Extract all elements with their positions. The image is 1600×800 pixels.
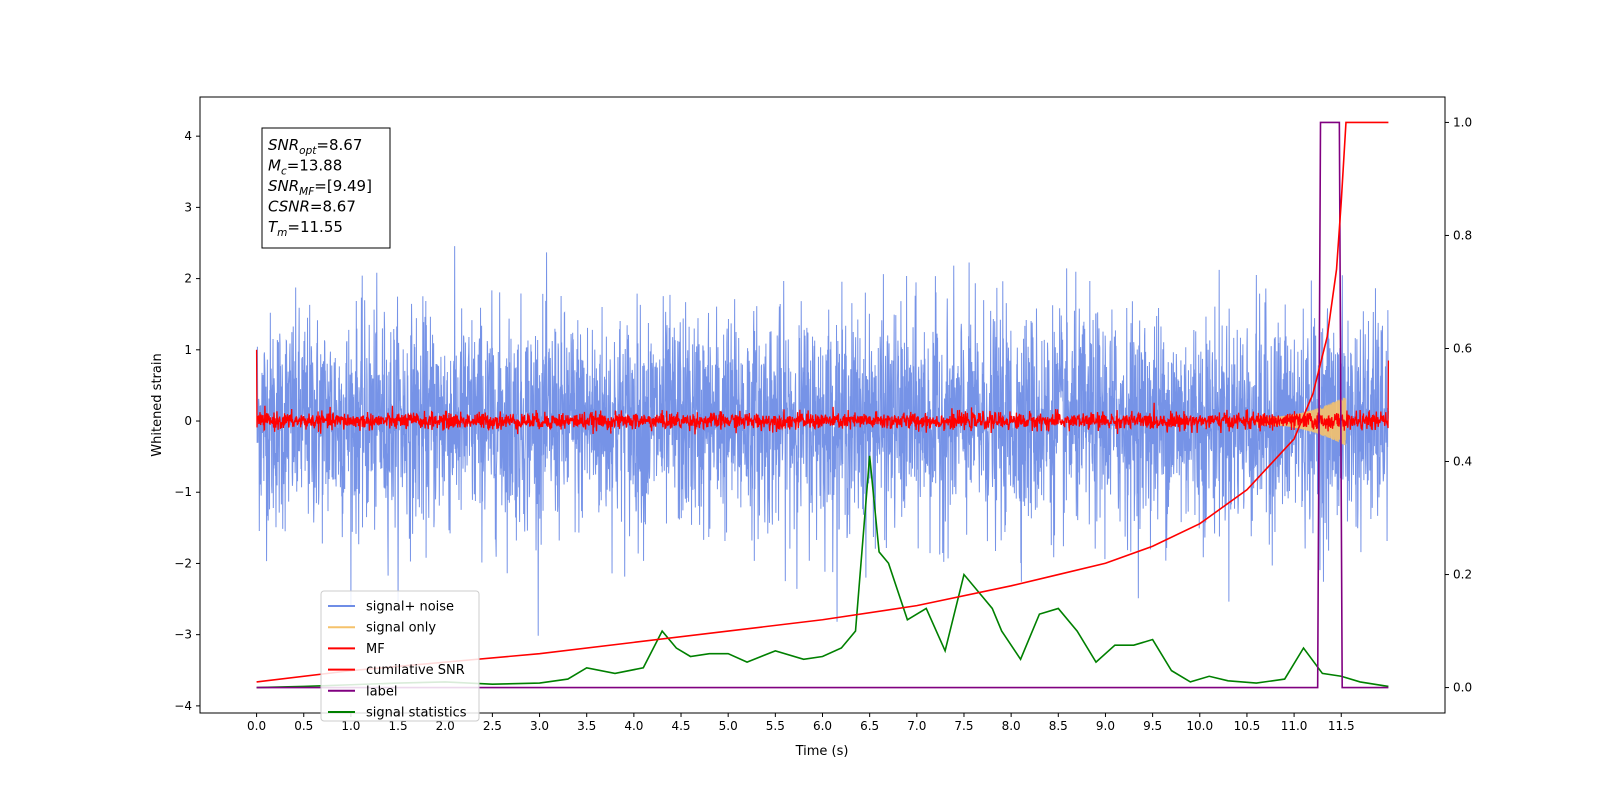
mf-line [255, 349, 1390, 435]
y-axis-left-label: Whitened strain [150, 353, 165, 456]
y-left-tick-label: 0 [184, 414, 192, 428]
x-tick-label: 7.0 [907, 719, 926, 733]
x-tick-label: 4.0 [624, 719, 643, 733]
x-tick-label: 2.5 [483, 719, 502, 733]
x-tick-label: 7.5 [954, 719, 973, 733]
series-signal-statistics [256, 455, 1389, 689]
x-tick-label: 1.0 [341, 719, 360, 733]
y-right-tick-label: 0.4 [1453, 455, 1472, 469]
legend-label: label [366, 684, 397, 699]
y-left-tick-label: 1 [184, 343, 192, 357]
legend-label: signal only [366, 621, 436, 636]
y-right-tick-label: 0.2 [1453, 568, 1472, 582]
x-tick-label: 10.0 [1186, 719, 1213, 733]
x-tick-label: 11.5 [1328, 719, 1355, 733]
series-cumilative-snr [256, 121, 1389, 683]
y-axis-right-ticks: 0.0 0.2 0.4 0.6 0.8 1.0 [1445, 115, 1472, 695]
x-tick-label: 6.0 [813, 719, 832, 733]
x-tick-label: 9.5 [1143, 719, 1162, 733]
x-tick-label: 5.5 [766, 719, 785, 733]
y-right-tick-label: 0.0 [1453, 681, 1472, 695]
y-left-tick-label: 2 [184, 272, 192, 286]
legend-label: MF [366, 642, 385, 657]
legend: signal+ noise signal only MF cumilative SNR… [320, 590, 480, 722]
x-tick-label: 3.5 [577, 719, 596, 733]
annotation-line: Mc=13.88 [268, 157, 342, 178]
x-tick-label: 8.0 [1002, 719, 1021, 733]
y-left-tick-label: −4 [174, 699, 192, 713]
legend-label: signal statistics [366, 706, 467, 721]
annotation-line: SNRopt=8.67 [268, 136, 362, 157]
x-tick-label: 0.0 [247, 719, 266, 733]
cumilative-snr-line [256, 121, 1389, 683]
series-mf [255, 349, 1390, 435]
y-axis-left-ticks: −4 −3 −2 −1 0 1 2 3 4 [174, 129, 200, 713]
annotation-line: SNRMF=[9.49] [268, 177, 372, 198]
x-axis-ticks: 0.0 0.5 1.0 1.5 2.0 2.5 3.0 3.5 4.0 4.5 5.0 5.5 6.0 6… [247, 713, 1355, 733]
x-tick-label: 9.0 [1096, 719, 1115, 733]
y-left-tick-label: 4 [184, 129, 192, 143]
x-tick-label: 5.0 [719, 719, 738, 733]
plot-area [255, 121, 1390, 689]
series-signal-noise [256, 246, 1389, 636]
y-left-tick-label: 3 [184, 200, 192, 214]
y-left-tick-label: −3 [174, 628, 192, 642]
label-line [256, 121, 1389, 689]
x-tick-label: 3.0 [530, 719, 549, 733]
x-tick-label: 8.5 [1049, 719, 1068, 733]
y-left-tick-label: −1 [174, 485, 192, 499]
signal-noise-line [256, 246, 1389, 636]
x-tick-label: 11.0 [1281, 719, 1308, 733]
annotation-line: Tm=11.55 [268, 218, 343, 239]
x-tick-label: 0.5 [294, 719, 313, 733]
signal-statistics-line [256, 455, 1389, 689]
annotation-line: CSNR=8.67 [268, 198, 356, 216]
y-right-tick-label: 0.8 [1453, 228, 1472, 242]
y-right-tick-label: 0.6 [1453, 341, 1472, 355]
x-tick-label: 2.0 [436, 719, 455, 733]
x-tick-label: 10.5 [1234, 719, 1261, 733]
x-tick-label: 4.5 [671, 719, 690, 733]
x-tick-label: 1.5 [389, 719, 408, 733]
legend-label: cumilative SNR [366, 663, 465, 678]
y-right-tick-label: 1.0 [1453, 115, 1472, 129]
legend-label: signal+ noise [366, 600, 454, 615]
x-tick-label: 6.5 [860, 719, 879, 733]
x-axis-label: Time (s) [795, 744, 849, 759]
series-label [256, 121, 1389, 689]
y-left-tick-label: −2 [174, 556, 192, 570]
annotation-box: SNRopt=8.67Mc=13.88SNRMF=[9.49]CSNR=8.67… [261, 127, 391, 249]
